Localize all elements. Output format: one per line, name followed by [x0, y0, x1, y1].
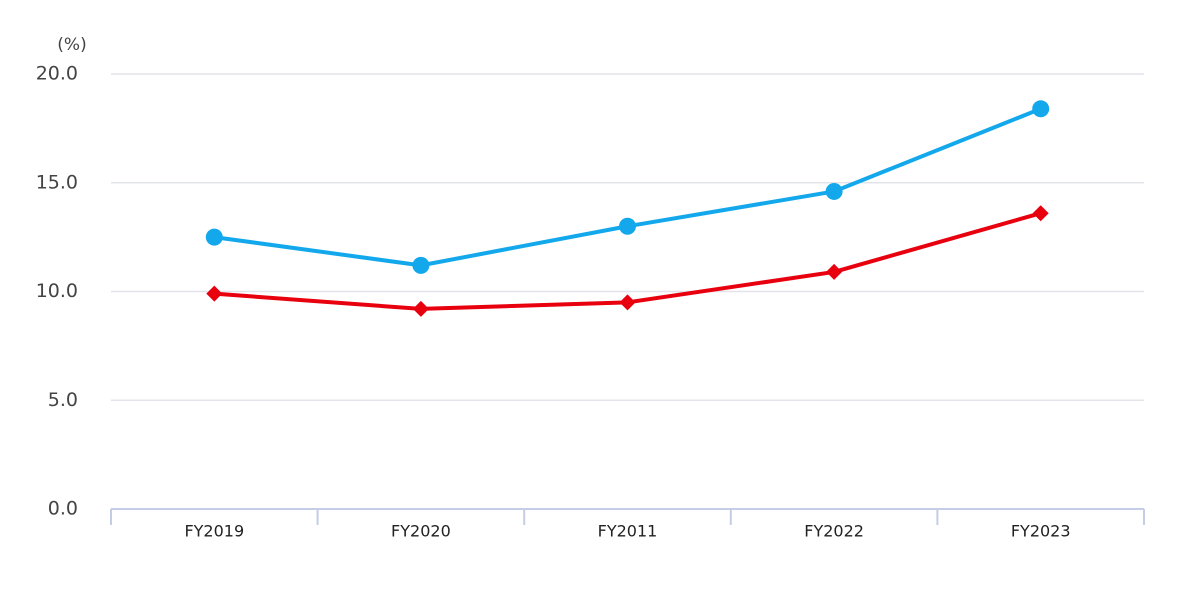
y-tick-label: 5.0 — [48, 389, 78, 411]
point-marker — [619, 294, 636, 311]
y-tick-label: 0.0 — [48, 498, 78, 520]
point-marker — [205, 228, 223, 246]
y-tick-label: 10.0 — [36, 280, 78, 302]
series-line — [214, 106, 1042, 268]
x-tick-label: FY2023 — [1011, 522, 1071, 541]
point-marker — [619, 217, 636, 235]
x-tick-label: FY2022 — [804, 522, 864, 541]
y-axis-label: (%) — [57, 35, 86, 55]
point-marker — [206, 285, 223, 302]
point-marker — [825, 182, 843, 200]
y-tick-label: 20.0 — [36, 63, 78, 85]
x-tick-label: FY2011 — [598, 522, 658, 541]
point-marker — [826, 263, 843, 280]
x-tick-label: FY2019 — [184, 522, 244, 541]
point-marker — [1032, 205, 1049, 222]
point-marker — [412, 256, 430, 274]
y-tick-label: 15.0 — [36, 171, 78, 193]
point-marker — [1032, 100, 1050, 118]
point-marker — [412, 300, 429, 317]
x-tick-label: FY2020 — [391, 522, 451, 541]
